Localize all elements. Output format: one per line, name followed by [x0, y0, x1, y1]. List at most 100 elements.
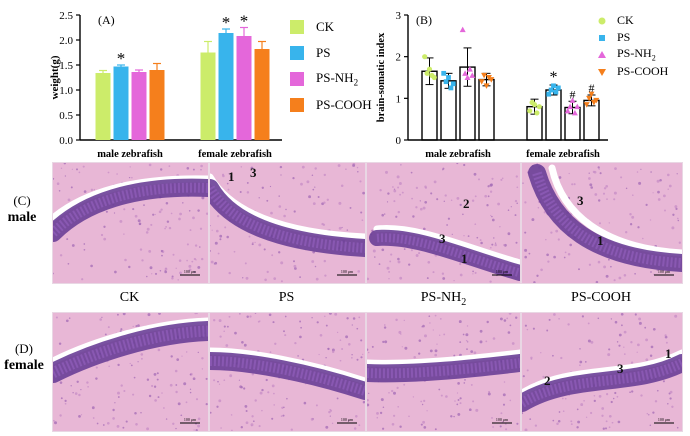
row-label-female: (D) female — [0, 341, 48, 374]
cell-nucleus — [197, 209, 200, 212]
cell-nucleus — [158, 210, 162, 214]
cell-nucleus — [522, 375, 525, 378]
cell-nucleus — [395, 318, 398, 322]
cell-nucleus — [540, 352, 542, 354]
cell-nucleus — [146, 227, 150, 231]
cell-nucleus — [141, 259, 144, 262]
cell-nucleus — [246, 315, 249, 318]
cell-nucleus — [640, 168, 642, 170]
cell-nucleus — [150, 223, 153, 226]
cell-nucleus — [214, 241, 218, 245]
cell-nucleus — [294, 341, 297, 345]
cell-nucleus — [645, 358, 649, 362]
lumen-gap — [210, 347, 365, 385]
cell-nucleus — [597, 166, 600, 169]
cell-nucleus — [491, 416, 493, 419]
cell-nucleus — [379, 189, 382, 192]
cell-nucleus — [280, 261, 284, 265]
cell-nucleus — [273, 392, 275, 395]
cell-nucleus — [605, 274, 609, 278]
legend-a: CK PS PS-NH2 PS-COOH — [290, 14, 385, 118]
cell-nucleus — [346, 317, 349, 320]
cell-nucleus — [395, 215, 398, 218]
cell-nucleus — [669, 390, 673, 394]
cell-nucleus — [266, 270, 269, 274]
cell-nucleus — [137, 361, 139, 363]
cell-nucleus — [491, 177, 494, 180]
cell-nucleus — [587, 322, 590, 325]
cell-nucleus — [675, 207, 678, 210]
cell-nucleus — [579, 360, 583, 364]
cell-nucleus — [108, 365, 111, 368]
cell-nucleus — [492, 426, 494, 428]
cell-nucleus — [122, 426, 125, 429]
cell-nucleus — [669, 397, 672, 400]
cell-nucleus — [362, 191, 365, 195]
cell-nucleus — [273, 404, 275, 406]
cell-nucleus — [524, 248, 528, 252]
cell-nucleus — [193, 429, 195, 431]
cell-nucleus — [165, 418, 168, 420]
micrograph-male-ps-nh2: 2 3 1 100 μm — [366, 162, 521, 284]
weight-chart: 0.0 0.5 1.0 1.5 2.0 2.5 weight(g) (A) * male zebr… — [49, 10, 282, 160]
cell-nucleus — [132, 325, 134, 328]
data-point — [534, 110, 540, 116]
cell-nucleus — [487, 185, 490, 188]
cell-nucleus — [146, 427, 150, 431]
data-point — [481, 72, 488, 79]
cell-nucleus — [668, 184, 672, 188]
cell-nucleus — [139, 248, 143, 251]
cell-nucleus — [634, 313, 637, 316]
cell-nucleus — [637, 343, 640, 347]
legend-swatch — [290, 98, 304, 112]
legend-b-item-ps-cooh: PS-COOH — [597, 63, 689, 80]
cell-nucleus — [656, 179, 660, 183]
cell-nucleus — [601, 414, 604, 417]
cell-nucleus — [424, 334, 427, 338]
cell-nucleus — [524, 201, 527, 204]
cell-nucleus — [399, 193, 402, 196]
cell-nucleus — [607, 258, 610, 261]
cell-nucleus — [388, 392, 390, 394]
cell-nucleus — [137, 219, 141, 223]
data-point — [478, 79, 485, 85]
cell-nucleus — [607, 353, 611, 357]
cell-nucleus — [339, 359, 342, 362]
lesion-marker: 1 — [461, 251, 468, 266]
cell-nucleus — [268, 313, 272, 317]
cell-nucleus — [261, 388, 264, 392]
cell-nucleus — [103, 225, 106, 228]
legend-swatch — [290, 46, 304, 60]
bar — [95, 73, 111, 140]
cell-nucleus — [501, 177, 504, 180]
cell-nucleus — [197, 417, 201, 421]
cell-nucleus — [230, 414, 233, 416]
cell-nucleus — [440, 394, 443, 397]
cell-nucleus — [652, 327, 656, 331]
cell-nucleus — [590, 411, 593, 415]
data-point — [426, 66, 433, 72]
bar — [236, 36, 252, 140]
cell-nucleus — [390, 253, 393, 256]
cell-nucleus — [362, 400, 365, 404]
cell-nucleus — [227, 188, 230, 191]
cell-nucleus — [386, 201, 389, 203]
cell-nucleus — [487, 195, 490, 198]
cell-nucleus — [491, 215, 493, 218]
cell-nucleus — [249, 315, 252, 318]
cell-nucleus — [217, 380, 219, 383]
cell-nucleus — [457, 399, 460, 401]
tissue-image: 1 2 3 100 μm — [522, 313, 682, 431]
cell-nucleus — [556, 422, 559, 426]
cell-nucleus — [515, 316, 518, 319]
data-point — [422, 54, 428, 60]
cell-nucleus — [210, 260, 214, 264]
bar — [218, 33, 234, 140]
cell-nucleus — [436, 343, 438, 345]
cell-nucleus — [432, 329, 434, 331]
cell-nucleus — [590, 340, 594, 344]
legend-label: PS-NH2 — [316, 70, 359, 88]
cell-nucleus — [329, 408, 332, 411]
cell-nucleus — [445, 395, 448, 398]
cell-nucleus — [157, 348, 161, 352]
